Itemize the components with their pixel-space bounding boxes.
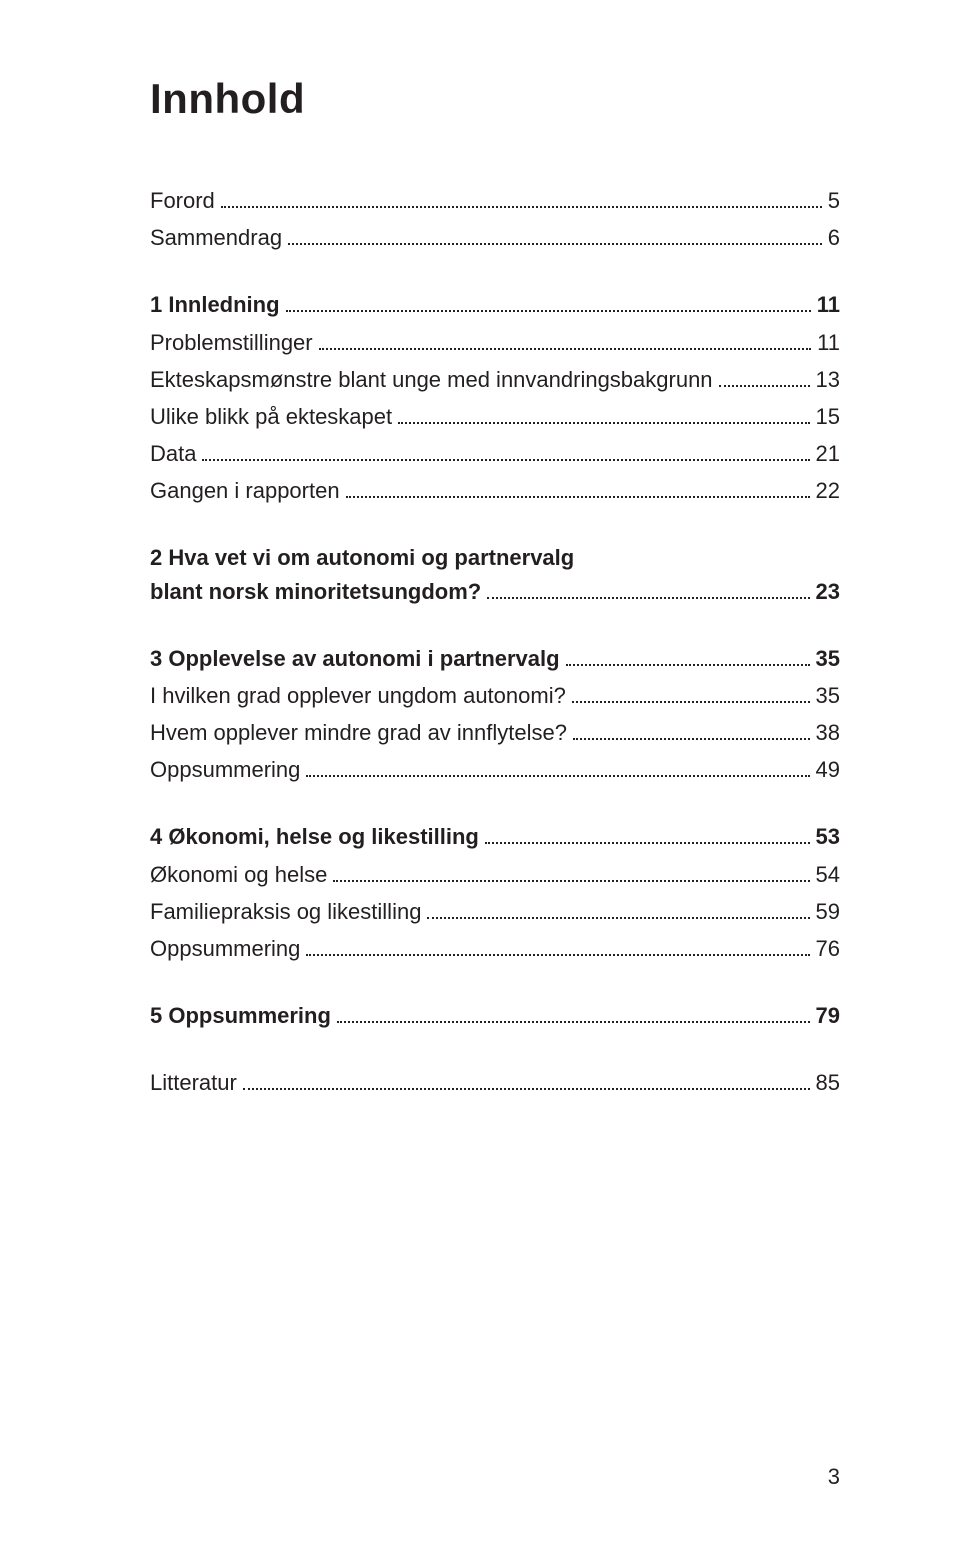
- toc-entry-label: 1 Innledning: [150, 287, 280, 322]
- toc-entry: Hvem opplever mindre grad av innflytelse…: [150, 715, 840, 750]
- toc-leader: [573, 738, 810, 740]
- toc-entry-label: I hvilken grad opplever ungdom autonomi?: [150, 678, 566, 713]
- toc-entry: Ulike blikk på ekteskapet 15: [150, 399, 840, 434]
- toc-entry-label: Data: [150, 436, 196, 471]
- toc-entry-label: Forord: [150, 183, 215, 218]
- toc-leader: [427, 917, 809, 919]
- toc-entry-page: 38: [816, 715, 840, 750]
- toc-entry-label: Oppsummering: [150, 752, 300, 787]
- toc-leader: [286, 310, 811, 312]
- toc-entry: Oppsummering 76: [150, 931, 840, 966]
- toc-entry-page: 35: [816, 641, 840, 676]
- toc-entry-page: 85: [816, 1065, 840, 1100]
- toc-heading-line1: 2 Hva vet vi om autonomi og partnervalg: [150, 541, 840, 574]
- toc-leader: [319, 348, 812, 350]
- page-number: 3: [828, 1464, 840, 1490]
- page: Innhold Forord 5 Sammendrag 6 1 Innledning 11…: [0, 0, 960, 1550]
- group-gap: [150, 968, 840, 998]
- toc-leader: [398, 422, 809, 424]
- toc-entry: 1 Innledning 11: [150, 287, 840, 322]
- table-of-contents: Forord5Sammendrag61 Innledning11Problems…: [150, 183, 840, 1133]
- toc-entry-page: 11: [817, 325, 840, 360]
- group-gap: [150, 789, 840, 819]
- toc-entry-label: Problemstillinger: [150, 325, 313, 360]
- toc-entry-page: 23: [816, 574, 840, 609]
- group-gap: [150, 1035, 840, 1065]
- toc-entry-label: 5 Oppsummering: [150, 998, 331, 1033]
- toc-entry: Problemstillinger 11: [150, 325, 840, 360]
- toc-entry-page: 21: [816, 436, 840, 471]
- toc-leader: [566, 664, 810, 666]
- toc-entry: Sammendrag 6: [150, 220, 840, 255]
- toc-entry-page: 59: [816, 894, 840, 929]
- toc-leader: [719, 385, 810, 387]
- toc-leader: [485, 842, 810, 844]
- toc-entry-page: 54: [816, 857, 840, 892]
- toc-leader: [306, 775, 809, 777]
- toc-entry: Ekteskapsmønstre blant unge med innvandr…: [150, 362, 840, 397]
- toc-leader: [306, 954, 809, 956]
- toc-entry-label: Hvem opplever mindre grad av innflytelse…: [150, 715, 567, 750]
- toc-entry-label: 4 Økonomi, helse og likestilling: [150, 819, 479, 854]
- page-title: Innhold: [150, 75, 840, 123]
- toc-entry-page: 76: [816, 931, 840, 966]
- toc-leader: [243, 1088, 810, 1090]
- toc-leader: [487, 597, 809, 599]
- toc-leader: [346, 496, 810, 498]
- group-gap: [150, 1103, 840, 1133]
- toc-entry-label: Ulike blikk på ekteskapet: [150, 399, 392, 434]
- toc-entry: Litteratur 85: [150, 1065, 840, 1100]
- toc-leader: [333, 880, 809, 882]
- toc-leader: [221, 206, 822, 208]
- toc-entry-page: 13: [816, 362, 840, 397]
- toc-entry-page: 15: [816, 399, 840, 434]
- toc-entry-page: 35: [816, 678, 840, 713]
- toc-entry-page: 6: [828, 220, 840, 255]
- toc-entry-label: Oppsummering: [150, 931, 300, 966]
- toc-entry-label: Økonomi og helse: [150, 857, 327, 892]
- toc-leader: [288, 243, 822, 245]
- toc-entry-page: 5: [828, 183, 840, 218]
- toc-entry: Gangen i rapporten 22: [150, 473, 840, 508]
- toc-entry: I hvilken grad opplever ungdom autonomi?…: [150, 678, 840, 713]
- toc-leader: [572, 701, 810, 703]
- toc-entry: Familiepraksis og likestilling 59: [150, 894, 840, 929]
- toc-entry: Økonomi og helse 54: [150, 857, 840, 892]
- group-gap: [150, 611, 840, 641]
- toc-entry-label: Gangen i rapporten: [150, 473, 340, 508]
- toc-entry: Oppsummering 49: [150, 752, 840, 787]
- toc-leader: [337, 1021, 810, 1023]
- toc-entry-label: Sammendrag: [150, 220, 282, 255]
- toc-entry-label: Familiepraksis og likestilling: [150, 894, 421, 929]
- group-gap: [150, 511, 840, 541]
- toc-entry: Data 21: [150, 436, 840, 471]
- toc-entry: 5 Oppsummering 79: [150, 998, 840, 1033]
- toc-entry-label: Ekteskapsmønstre blant unge med innvandr…: [150, 362, 713, 397]
- toc-entry-label: Litteratur: [150, 1065, 237, 1100]
- toc-entry-label: 3 Opplevelse av autonomi i partnervalg: [150, 641, 560, 676]
- toc-entry: Forord 5: [150, 183, 840, 218]
- toc-entry-page: 49: [816, 752, 840, 787]
- toc-entry-page: 79: [816, 998, 840, 1033]
- toc-entry: 4 Økonomi, helse og likestilling 53: [150, 819, 840, 854]
- toc-entry-page: 22: [816, 473, 840, 508]
- toc-entry-page: 53: [816, 819, 840, 854]
- toc-entry: 3 Opplevelse av autonomi i partnervalg 35: [150, 641, 840, 676]
- group-gap: [150, 257, 840, 287]
- toc-entry-label: blant norsk minoritetsungdom?: [150, 574, 481, 609]
- toc-entry-page: 11: [817, 287, 840, 322]
- toc-entry: blant norsk minoritetsungdom? 23: [150, 574, 840, 609]
- toc-leader: [202, 459, 809, 461]
